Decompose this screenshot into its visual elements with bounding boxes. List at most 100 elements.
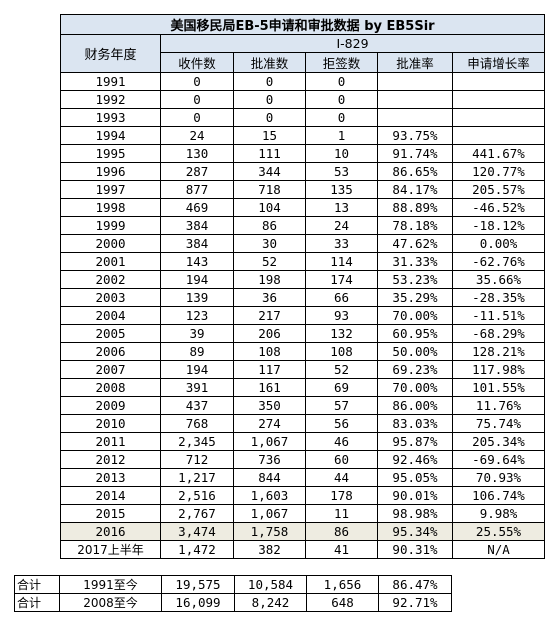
year-cell: 2011 (60, 432, 161, 451)
year-cell: 2006 (60, 342, 161, 361)
table-row: 2002 194 198 174 53.23% 35.66% (60, 270, 546, 289)
approved-cell: 344 (233, 162, 306, 181)
received-cell: 1,217 (160, 468, 234, 487)
table-row: 1997 877 718 135 84.17% 205.57% (60, 180, 546, 199)
approval-rate-cell: 47.62% (377, 234, 453, 253)
summary-denied-cell: 648 (306, 593, 379, 612)
eb5-data-table: 美国移民局EB-5申请和审批数据 by EB5Sir 财务年度 I-829 收件… (59, 14, 546, 559)
received-cell: 287 (160, 162, 234, 181)
approval-rate-cell: 95.87% (377, 432, 453, 451)
growth-cell: -11.51% (451, 306, 546, 325)
table-row: 2017上半年 1,472 382 41 90.31% N/A (60, 540, 546, 559)
year-cell: 2009 (60, 396, 161, 415)
received-cell: 2,345 (160, 432, 234, 451)
received-cell: 89 (160, 342, 234, 361)
growth-cell: 205.57% (451, 180, 546, 199)
approval-rate-cell: 90.01% (377, 486, 453, 505)
growth-cell: 441.67% (451, 144, 546, 163)
received-cell: 130 (160, 144, 234, 163)
denied-cell: 0 (305, 90, 378, 109)
table-row: 2009 437 350 57 86.00% 11.76% (60, 396, 546, 415)
growth-cell: 75.74% (451, 414, 546, 433)
approved-cell: 15 (233, 126, 306, 145)
growth-cell: 70.93% (451, 468, 546, 487)
denied-cell: 0 (305, 108, 378, 127)
approval-rate-cell: 53.23% (377, 270, 453, 289)
denied-cell: 114 (305, 252, 378, 271)
denied-cell: 1 (305, 126, 378, 145)
year-cell: 1999 (60, 216, 161, 235)
growth-cell: 11.76% (451, 396, 546, 415)
summary-received-cell: 19,575 (161, 575, 235, 594)
table-row: 1995 130 111 10 91.74% 441.67% (60, 144, 546, 163)
approved-cell: 1,758 (233, 522, 306, 541)
year-cell: 2013 (60, 468, 161, 487)
approved-cell: 1,067 (233, 432, 306, 451)
approval-rate-cell: 88.89% (377, 198, 453, 217)
growth-cell: 25.55% (451, 522, 546, 541)
approved-cell: 274 (233, 414, 306, 433)
table-row: 1992 0 0 0 (60, 90, 546, 109)
received-cell: 139 (160, 288, 234, 307)
year-cell: 2004 (60, 306, 161, 325)
summary-period-cell: 1991至今 (59, 575, 162, 594)
denied-cell: 33 (305, 234, 378, 253)
table-row: 2007 194 117 52 69.23% 117.98% (60, 360, 546, 379)
table-body: 1991 0 0 0 1992 0 0 0 1993 0 0 0 1994 24 15 1 93.75% 1995… (60, 72, 546, 559)
growth-cell: N/A (451, 540, 546, 559)
denied-cell: 41 (305, 540, 378, 559)
growth-cell: 106.74% (451, 486, 546, 505)
year-cell: 1995 (60, 144, 161, 163)
summary-approved-cell: 8,242 (234, 593, 307, 612)
denied-cell: 53 (305, 162, 378, 181)
approved-cell: 198 (233, 270, 306, 289)
growth-cell (451, 126, 546, 145)
denied-cell: 46 (305, 432, 378, 451)
received-cell: 384 (160, 234, 234, 253)
approval-rate-cell: 95.05% (377, 468, 453, 487)
table-row: 2000 384 30 33 47.62% 0.00% (60, 234, 546, 253)
growth-cell (451, 90, 546, 109)
denied-cell: 57 (305, 396, 378, 415)
summary-body: 合计 1991至今 19,575 10,584 1,656 86.47% 合计 2008至今 1… (14, 575, 452, 612)
approval-rate-cell: 60.95% (377, 324, 453, 343)
year-cell: 2015 (60, 504, 161, 523)
growth-cell: 101.55% (451, 378, 546, 397)
growth-cell: 128.21% (451, 342, 546, 361)
table-row: 2016 3,474 1,758 86 95.34% 25.55% (60, 522, 546, 541)
form-header: I-829 (159, 34, 546, 53)
denied-cell: 56 (305, 414, 378, 433)
approved-cell: 718 (233, 180, 306, 199)
received-cell: 194 (160, 360, 234, 379)
year-cell: 2008 (60, 378, 161, 397)
col-approval-rate-header: 批准率 (377, 52, 453, 73)
table-row: 2001 143 52 114 31.33% -62.76% (60, 252, 546, 271)
received-cell: 3,474 (160, 522, 234, 541)
summary-row: 合计 2008至今 16,099 8,242 648 92.71% (14, 593, 452, 612)
approval-rate-cell: 92.46% (377, 450, 453, 469)
table-row: 2003 139 36 66 35.29% -28.35% (60, 288, 546, 307)
denied-cell: 108 (305, 342, 378, 361)
year-cell: 2002 (60, 270, 161, 289)
approval-rate-cell: 69.23% (377, 360, 453, 379)
year-cell: 2010 (60, 414, 161, 433)
denied-cell: 60 (305, 450, 378, 469)
received-cell: 0 (160, 90, 234, 109)
growth-cell: -68.29% (451, 324, 546, 343)
table-row: 1991 0 0 0 (60, 72, 546, 91)
table-row: 2015 2,767 1,067 11 98.98% 9.98% (60, 504, 546, 523)
summary-period-cell: 2008至今 (59, 593, 162, 612)
growth-cell (451, 72, 546, 91)
approved-cell: 1,067 (233, 504, 306, 523)
received-cell: 2,767 (160, 504, 234, 523)
approved-cell: 1,603 (233, 486, 306, 505)
approval-rate-cell: 70.00% (377, 306, 453, 325)
denied-cell: 174 (305, 270, 378, 289)
received-cell: 39 (160, 324, 234, 343)
received-cell: 469 (160, 198, 234, 217)
growth-cell: -46.52% (451, 198, 546, 217)
growth-cell: 0.00% (451, 234, 546, 253)
approved-cell: 52 (233, 252, 306, 271)
year-cell: 1993 (60, 108, 161, 127)
approved-cell: 0 (233, 108, 306, 127)
